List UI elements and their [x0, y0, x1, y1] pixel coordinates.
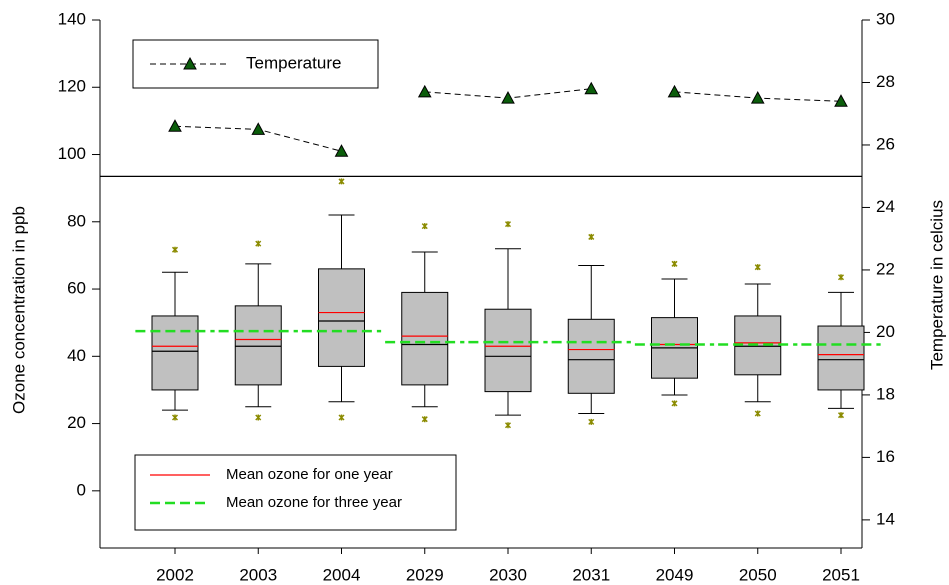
x-tick-label: 2003 — [239, 565, 277, 584]
y2-tick-label: 20 — [876, 322, 895, 341]
outlier — [754, 264, 761, 271]
x-tick-label: 2050 — [739, 565, 777, 584]
box — [401, 291, 449, 386]
y2-tick-label: 18 — [876, 384, 895, 403]
outlier — [171, 414, 179, 421]
temperature-marker — [334, 144, 349, 157]
y-tick-label: 40 — [67, 346, 86, 365]
outlier — [421, 416, 428, 423]
outlier — [421, 223, 428, 230]
outlier — [837, 274, 845, 281]
outlier — [671, 260, 678, 267]
y2-tick-label: 16 — [876, 447, 895, 466]
outlier — [171, 246, 179, 253]
x-tick-label: 2051 — [822, 565, 860, 584]
y-tick-label: 60 — [67, 279, 86, 298]
temperature-marker — [501, 91, 515, 104]
y-axis-label: Ozone concentration in ppb — [9, 206, 28, 414]
legend-label: Mean ozone for three year — [226, 494, 402, 511]
temperature-marker — [251, 122, 266, 135]
outlier — [588, 418, 595, 425]
outlier — [504, 422, 512, 429]
outlier — [754, 410, 761, 417]
x-tick-label: 2004 — [323, 565, 361, 584]
y2-tick-label: 24 — [876, 197, 895, 216]
x-tick-label: 2002 — [156, 565, 194, 584]
temperature-marker — [834, 94, 848, 107]
outlier — [504, 221, 512, 228]
box — [234, 305, 282, 386]
x-tick-label: 2031 — [572, 565, 610, 584]
box — [484, 308, 532, 393]
x-tick-label: 2030 — [489, 565, 527, 584]
legend-label: Mean ozone for one year — [226, 466, 393, 483]
y-tick-label: 140 — [58, 9, 86, 28]
x-tick-label: 2029 — [406, 565, 444, 584]
outlier — [671, 400, 678, 407]
y2-axis-label: Temperature in celcius — [927, 200, 946, 370]
legend-label: Temperature — [246, 53, 341, 72]
box — [318, 268, 365, 367]
temperature-marker — [584, 81, 599, 95]
y-tick-label: 20 — [67, 413, 86, 432]
legend-swatch — [183, 56, 197, 70]
y2-tick-label: 30 — [876, 9, 895, 28]
outlier — [255, 240, 262, 247]
y2-tick-label: 22 — [876, 259, 895, 278]
y-tick-label: 120 — [58, 77, 86, 96]
legend-box — [134, 454, 457, 531]
y2-tick-label: 26 — [876, 134, 895, 153]
box — [151, 315, 199, 391]
outlier — [837, 412, 845, 419]
y-tick-label: 100 — [58, 144, 86, 163]
y2-tick-label: 14 — [876, 509, 895, 528]
y-tick-label: 80 — [67, 211, 86, 230]
outlier — [338, 414, 345, 421]
y2-tick-label: 28 — [876, 72, 895, 91]
outlier — [338, 178, 345, 185]
temperature-marker — [750, 91, 765, 104]
temperature-marker — [168, 119, 182, 132]
box — [817, 325, 865, 391]
outlier — [588, 233, 595, 240]
temperature-marker — [417, 84, 432, 98]
x-tick-label: 2049 — [656, 565, 694, 584]
y-tick-label: 0 — [77, 480, 86, 499]
outlier — [255, 414, 262, 421]
temperature-marker — [667, 84, 682, 98]
box — [567, 318, 615, 394]
